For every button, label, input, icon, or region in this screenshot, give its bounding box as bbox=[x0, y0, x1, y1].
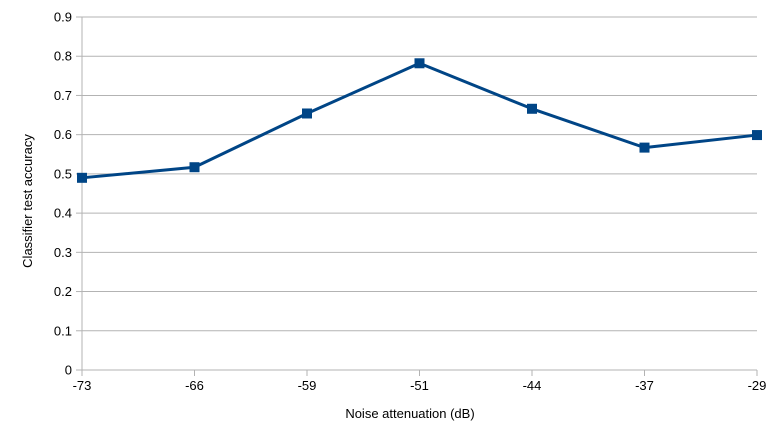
x-tick-labels: -73 -66 -59 -51 -44 -37 -29 bbox=[73, 378, 767, 393]
grid-lines bbox=[82, 16, 757, 332]
x-axis-title: Noise attenuation (dB) bbox=[345, 406, 474, 421]
y-tick-label: 0.9 bbox=[54, 10, 72, 25]
y-tick-labels: 0 0.1 0.2 0.3 0.4 0.5 0.6 0.7 0.8 0.9 bbox=[54, 10, 72, 378]
data-point bbox=[189, 162, 200, 173]
data-point bbox=[752, 130, 762, 141]
x-tick-label: -44 bbox=[523, 378, 542, 393]
y-tick-label: 0.6 bbox=[54, 127, 72, 142]
y-tick-label: 0.4 bbox=[54, 206, 72, 221]
x-tick-label: -66 bbox=[185, 378, 204, 393]
axes bbox=[76, 16, 758, 376]
y-axis-title: Classifier test accuracy bbox=[20, 134, 35, 268]
data-point bbox=[639, 142, 650, 153]
data-point bbox=[527, 103, 537, 114]
x-tick-label: -29 bbox=[748, 378, 767, 393]
series-group bbox=[77, 58, 762, 183]
series-line bbox=[81, 61, 758, 180]
y-tick-label: 0.2 bbox=[54, 284, 72, 299]
y-tick-label: 0 bbox=[65, 363, 72, 378]
y-tick-label: 0.5 bbox=[54, 166, 72, 181]
x-tick-label: -73 bbox=[73, 378, 92, 393]
y-tick-label: 0.1 bbox=[54, 323, 72, 338]
y-tick-label: 0.3 bbox=[54, 245, 72, 260]
y-tick-label: 0.8 bbox=[54, 49, 72, 64]
x-tick-label: -37 bbox=[635, 378, 654, 393]
data-point bbox=[302, 108, 312, 119]
data-point bbox=[77, 172, 87, 183]
x-tick-label: -59 bbox=[298, 378, 317, 393]
y-tick-label: 0.7 bbox=[54, 88, 72, 103]
data-point bbox=[414, 58, 425, 69]
x-tick-label: -51 bbox=[410, 378, 429, 393]
